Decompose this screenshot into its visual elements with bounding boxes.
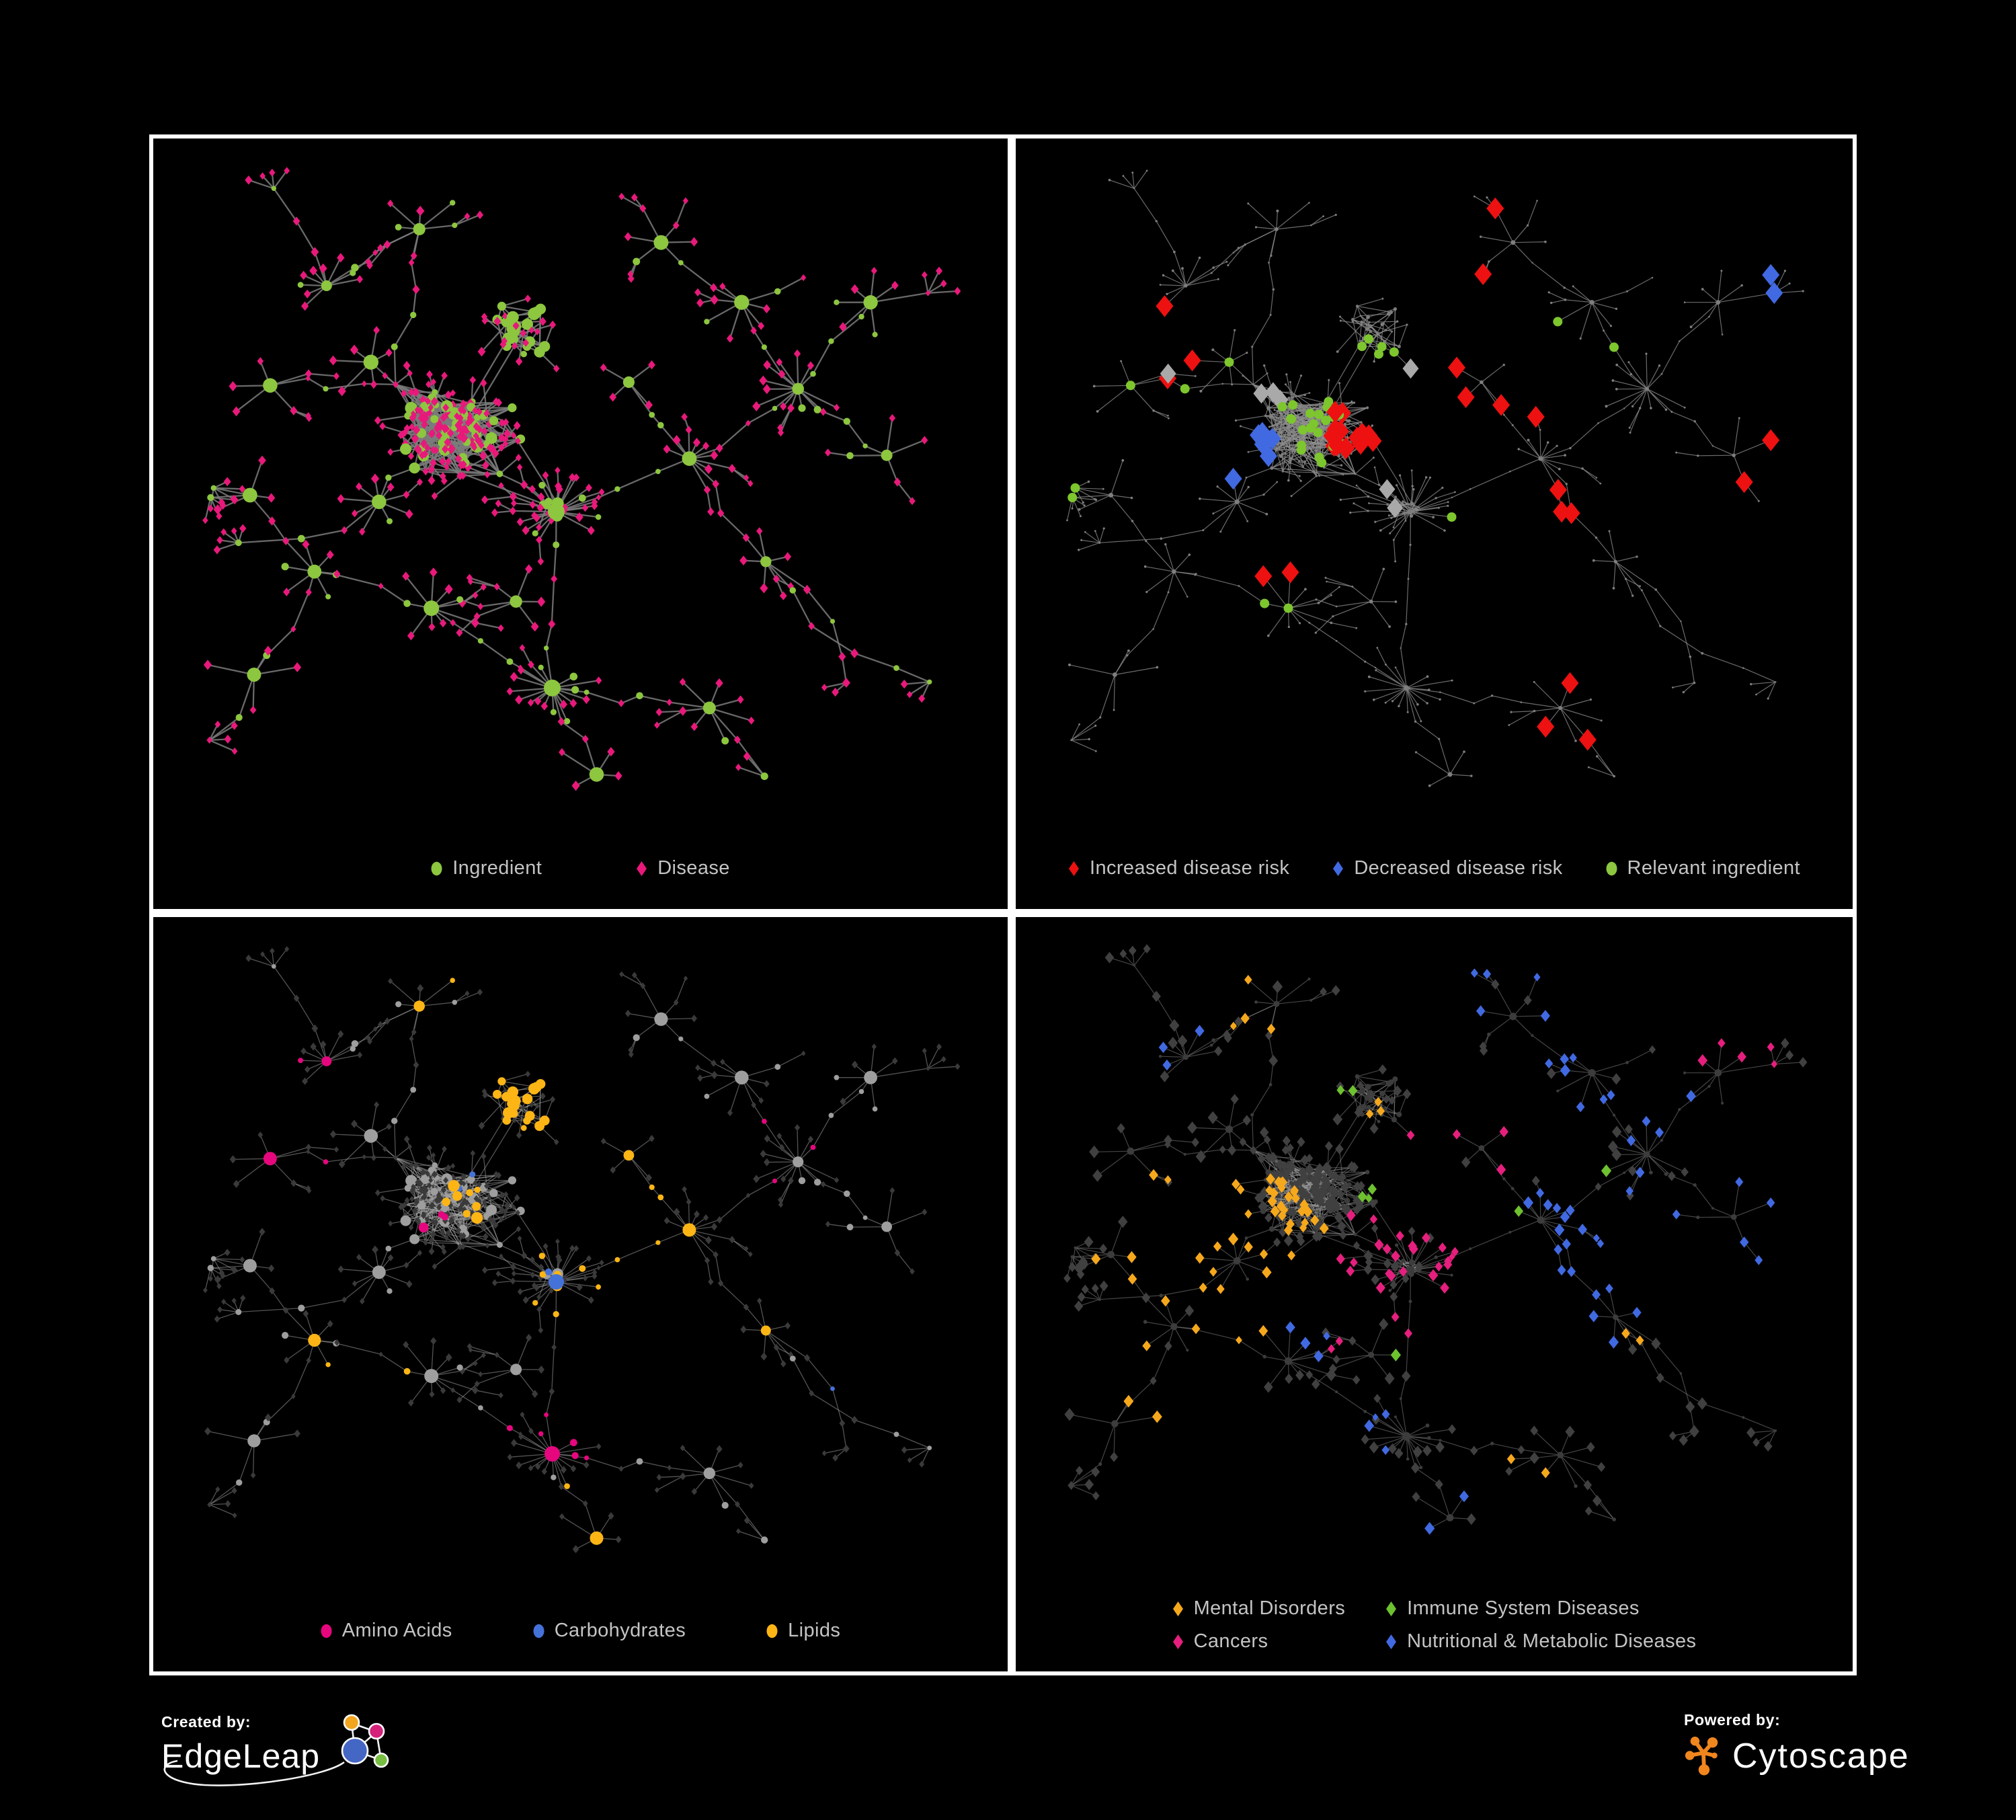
legend-item-relevant-ingredient: Relevant ingredient bbox=[1606, 857, 1800, 879]
legend-label: Increased disease risk bbox=[1089, 857, 1290, 879]
legend-label: Lipids bbox=[788, 1620, 841, 1641]
cytoscape-credit: Powered by: Cytosc bbox=[1684, 1711, 1910, 1778]
legend-label: Cancers bbox=[1193, 1630, 1268, 1652]
legend-item-increased-disease-risk: Increased disease risk bbox=[1068, 857, 1289, 879]
graph-area-disease-classes bbox=[1016, 917, 1853, 1592]
legend-item-disease: Disease bbox=[636, 857, 730, 879]
legend-item-nutritional-metabolic-diseases: Nutritional & Metabolic Diseases bbox=[1385, 1630, 1696, 1653]
panel-disease-classes-network: Mental Disorders Immune System Diseases Ca… bbox=[1012, 913, 1857, 1675]
legend-item-carbohydrates: Carbohydrates bbox=[533, 1620, 686, 1642]
legend-item-amino-acids: Amino Acids bbox=[321, 1620, 452, 1642]
network-graph bbox=[1066, 169, 1804, 787]
legend-glyph-circle bbox=[766, 1624, 778, 1638]
graph-area-disease-risk bbox=[1016, 139, 1853, 852]
legend-item-immune-system-diseases: Immune System Diseases bbox=[1385, 1597, 1696, 1620]
cytoscape-logo-icon bbox=[1685, 1737, 1718, 1776]
legend-item-decreased-disease-risk: Decreased disease risk bbox=[1332, 857, 1562, 879]
legend-label: Amino Acids bbox=[341, 1620, 452, 1641]
legend-item-ingredient: Ingredient bbox=[431, 857, 542, 879]
graph-area-ingredient-classes bbox=[153, 917, 1008, 1614]
edgeleap-brand-row: EdgeLeap bbox=[161, 1714, 484, 1804]
cytoscape-brand-row: Cytoscape bbox=[1684, 1735, 1910, 1778]
network-graph bbox=[202, 946, 961, 1554]
legend-ingredient-classes: Amino Acids Carbohydrates Lipids bbox=[153, 1614, 1008, 1671]
legend-glyph-circle bbox=[1606, 861, 1617, 875]
legend-glyph-diamond bbox=[1172, 1634, 1183, 1649]
edgeleap-credit: Created by: EdgeLeap bbox=[161, 1713, 484, 1814]
legend-item-cancers: Cancers bbox=[1172, 1630, 1346, 1653]
legend-glyph-diamond bbox=[1386, 1601, 1397, 1616]
cytoscape-brand: Cytoscape bbox=[1732, 1737, 1910, 1776]
legend-glyph-diamond bbox=[1068, 861, 1079, 876]
panel-ingredient-disease-network: Ingredient Disease bbox=[149, 134, 1012, 913]
legend-label: Carbohydrates bbox=[554, 1620, 686, 1641]
legend-glyph-circle bbox=[431, 861, 442, 875]
graph-area-ingredient-disease bbox=[153, 139, 1008, 852]
legend-label: Disease bbox=[657, 857, 730, 879]
network-graph bbox=[1063, 944, 1808, 1535]
legend-glyph-diamond bbox=[1386, 1634, 1397, 1649]
edgeleap-logo-icon bbox=[341, 1714, 389, 1768]
legend-label: Decreased disease risk bbox=[1354, 857, 1563, 879]
legend-glyph-diamond bbox=[1172, 1601, 1183, 1616]
legend-ingredient-disease: Ingredient Disease bbox=[153, 852, 1008, 909]
edgeleap-brand: EdgeLeap bbox=[161, 1737, 321, 1775]
legend-disease-risk: Increased disease risk Decreased disease … bbox=[1016, 852, 1853, 909]
legend-glyph-circle bbox=[321, 1624, 332, 1638]
legend-glyph-diamond bbox=[637, 861, 647, 876]
legend-label: Immune System Diseases bbox=[1407, 1597, 1640, 1619]
panel-ingredient-classes-network: Amino Acids Carbohydrates Lipids bbox=[149, 913, 1012, 1675]
legend-glyph-circle bbox=[533, 1624, 545, 1638]
powered-by-label: Powered by: bbox=[1684, 1711, 1781, 1729]
legend-label: Ingredient bbox=[452, 857, 542, 879]
legend-label: Nutritional & Metabolic Diseases bbox=[1407, 1630, 1697, 1652]
legend-glyph-diamond bbox=[1333, 861, 1344, 876]
network-graph bbox=[202, 167, 961, 791]
legend-disease-classes: Mental Disorders Immune System Diseases Ca… bbox=[1016, 1592, 1853, 1671]
edgeleap-swoosh bbox=[163, 1759, 345, 1786]
legend-item-lipids: Lipids bbox=[766, 1620, 840, 1642]
created-by-label: Created by: bbox=[161, 1713, 251, 1731]
legend-label: Mental Disorders bbox=[1193, 1597, 1346, 1619]
legend-label: Relevant ingredient bbox=[1627, 857, 1801, 879]
panel-disease-risk-network: Increased disease risk Decreased disease … bbox=[1012, 134, 1857, 913]
legend-item-mental-disorders: Mental Disorders bbox=[1172, 1597, 1346, 1620]
